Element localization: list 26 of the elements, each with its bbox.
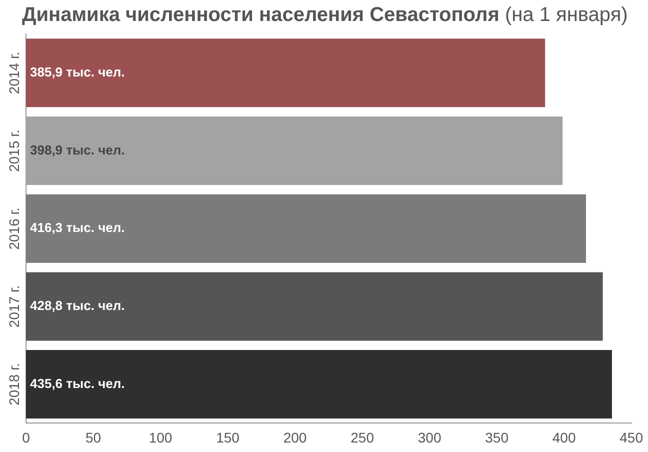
y-tick-label: 2016 г. — [6, 207, 22, 250]
y-tick-label: 2018 г. — [6, 363, 22, 406]
x-tick-label: 400 — [552, 429, 576, 446]
data-label: 416,3 тыс. чел. — [30, 220, 125, 236]
x-tick-label: 450 — [620, 429, 644, 446]
x-tick-label: 50 — [85, 429, 102, 446]
x-tick-label: 300 — [418, 429, 442, 446]
chart-subtitle: (на 1 января) — [504, 4, 628, 26]
y-tick-label: 2015 г. — [6, 130, 22, 172]
x-tick-label: 200 — [283, 429, 307, 446]
data-label: 428,8 тыс. чел. — [30, 298, 125, 314]
bar — [26, 38, 546, 108]
x-tick-label: 350 — [485, 429, 509, 446]
y-tick-label: 2017 г. — [6, 285, 22, 328]
x-tick-label: 100 — [148, 429, 172, 446]
bar — [26, 350, 612, 419]
chart-title: Динамика численности населения Севастополя — [22, 4, 500, 26]
data-label: 398,9 тыс. чел. — [30, 142, 125, 158]
bar — [26, 272, 603, 341]
x-tick-label: 150 — [216, 429, 240, 446]
y-tick-label: 2014 г. — [6, 52, 22, 94]
data-label: 385,9 тыс. чел. — [30, 64, 125, 80]
data-label: 435,6 тыс. чел. — [30, 376, 125, 391]
bar — [26, 194, 586, 263]
x-tick-label: 250 — [350, 429, 374, 446]
x-tick-label: 0 — [22, 429, 30, 446]
